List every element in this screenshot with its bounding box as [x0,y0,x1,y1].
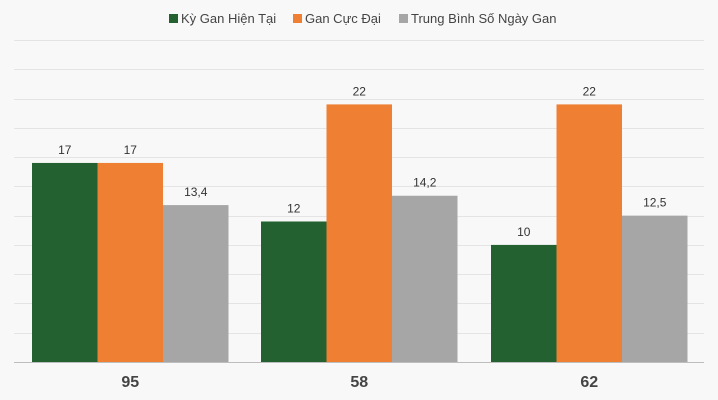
data-label: 17 [58,143,72,157]
legend-swatch-avg-gan [399,14,408,23]
data-label: 17 [124,143,138,157]
category-label-62: 62 [580,374,598,391]
bar-95-series-2[interactable] [163,205,229,362]
legend-label-avg-gan: Trung Bình Số Ngày Gan [411,11,557,26]
legend-label-current-gan: Kỳ Gan Hiện Tại [181,11,276,26]
value-labels: 17 12 10 17 22 22 13,4 14,2 12,5 [58,84,667,239]
legend-swatch-max-gan [293,14,302,23]
data-label: 10 [517,225,531,239]
bar-58-series-0[interactable] [261,221,327,362]
bar-62-series-0[interactable] [491,244,557,362]
bars [32,104,688,363]
legend-item-current-gan[interactable]: Kỳ Gan Hiện Tại [169,11,276,26]
legend-item-avg-gan[interactable]: Trung Bình Số Ngày Gan [399,11,557,26]
data-label: 12,5 [643,196,667,210]
data-label: 13,4 [184,185,208,199]
legend-item-max-gan[interactable]: Gan Cực Đại [293,11,381,26]
bar-95-series-0[interactable] [32,162,98,362]
legend-label-max-gan: Gan Cực Đại [305,11,381,26]
bar-95-series-1[interactable] [97,162,164,362]
bar-58-series-1[interactable] [326,104,393,363]
bar-58-series-2[interactable] [392,195,458,362]
data-label: 12 [287,201,301,215]
category-label-95: 95 [121,374,139,391]
category-label-58: 58 [350,374,368,391]
data-label: 22 [583,84,597,98]
legend-swatch-current-gan [169,14,178,23]
bar-62-series-2[interactable] [622,215,688,362]
legend: Kỳ Gan Hiện Tại Gan Cực Đại Trung Bình S… [169,11,557,26]
bar-62-series-1[interactable] [556,104,623,363]
category-labels: 95 58 62 [121,374,598,391]
data-label: 22 [353,84,367,98]
data-label: 14,2 [413,176,437,190]
